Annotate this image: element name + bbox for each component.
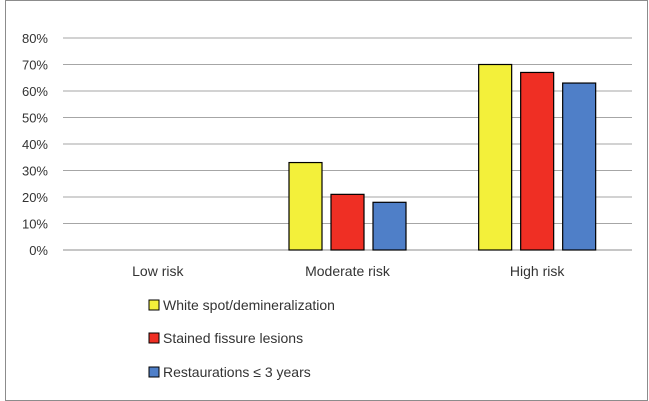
x-tick-label: Moderate risk xyxy=(305,263,391,279)
y-tick-label: 30% xyxy=(22,164,48,179)
legend-swatch-0 xyxy=(148,299,160,311)
legend-swatch-1 xyxy=(148,332,160,344)
y-tick-label: 70% xyxy=(22,58,48,73)
y-tick-label: 40% xyxy=(22,137,48,152)
y-tick-label: 50% xyxy=(22,111,48,126)
y-tick-label: 80% xyxy=(22,31,48,46)
legend-swatch-2 xyxy=(148,366,160,378)
y-tick-label: 10% xyxy=(22,217,48,232)
bar-1-2 xyxy=(372,201,407,251)
legend-label-0: White spot/demineralization xyxy=(163,297,335,313)
legend-label-1: Stained fissure lesions xyxy=(163,330,303,346)
bar-2-0 xyxy=(478,63,513,251)
bar-2-2 xyxy=(562,82,597,251)
x-tick-label: Low risk xyxy=(132,263,184,279)
y-tick-label: 0% xyxy=(29,243,48,258)
bar-1-0 xyxy=(288,161,323,251)
y-tick-label: 20% xyxy=(22,190,48,205)
legend-label-2: Restaurations ≤ 3 years xyxy=(163,364,311,380)
x-tick-label: High risk xyxy=(510,263,565,279)
bar-2-1 xyxy=(520,71,555,251)
bar-1-1 xyxy=(330,193,365,251)
y-tick-label: 60% xyxy=(22,84,48,99)
